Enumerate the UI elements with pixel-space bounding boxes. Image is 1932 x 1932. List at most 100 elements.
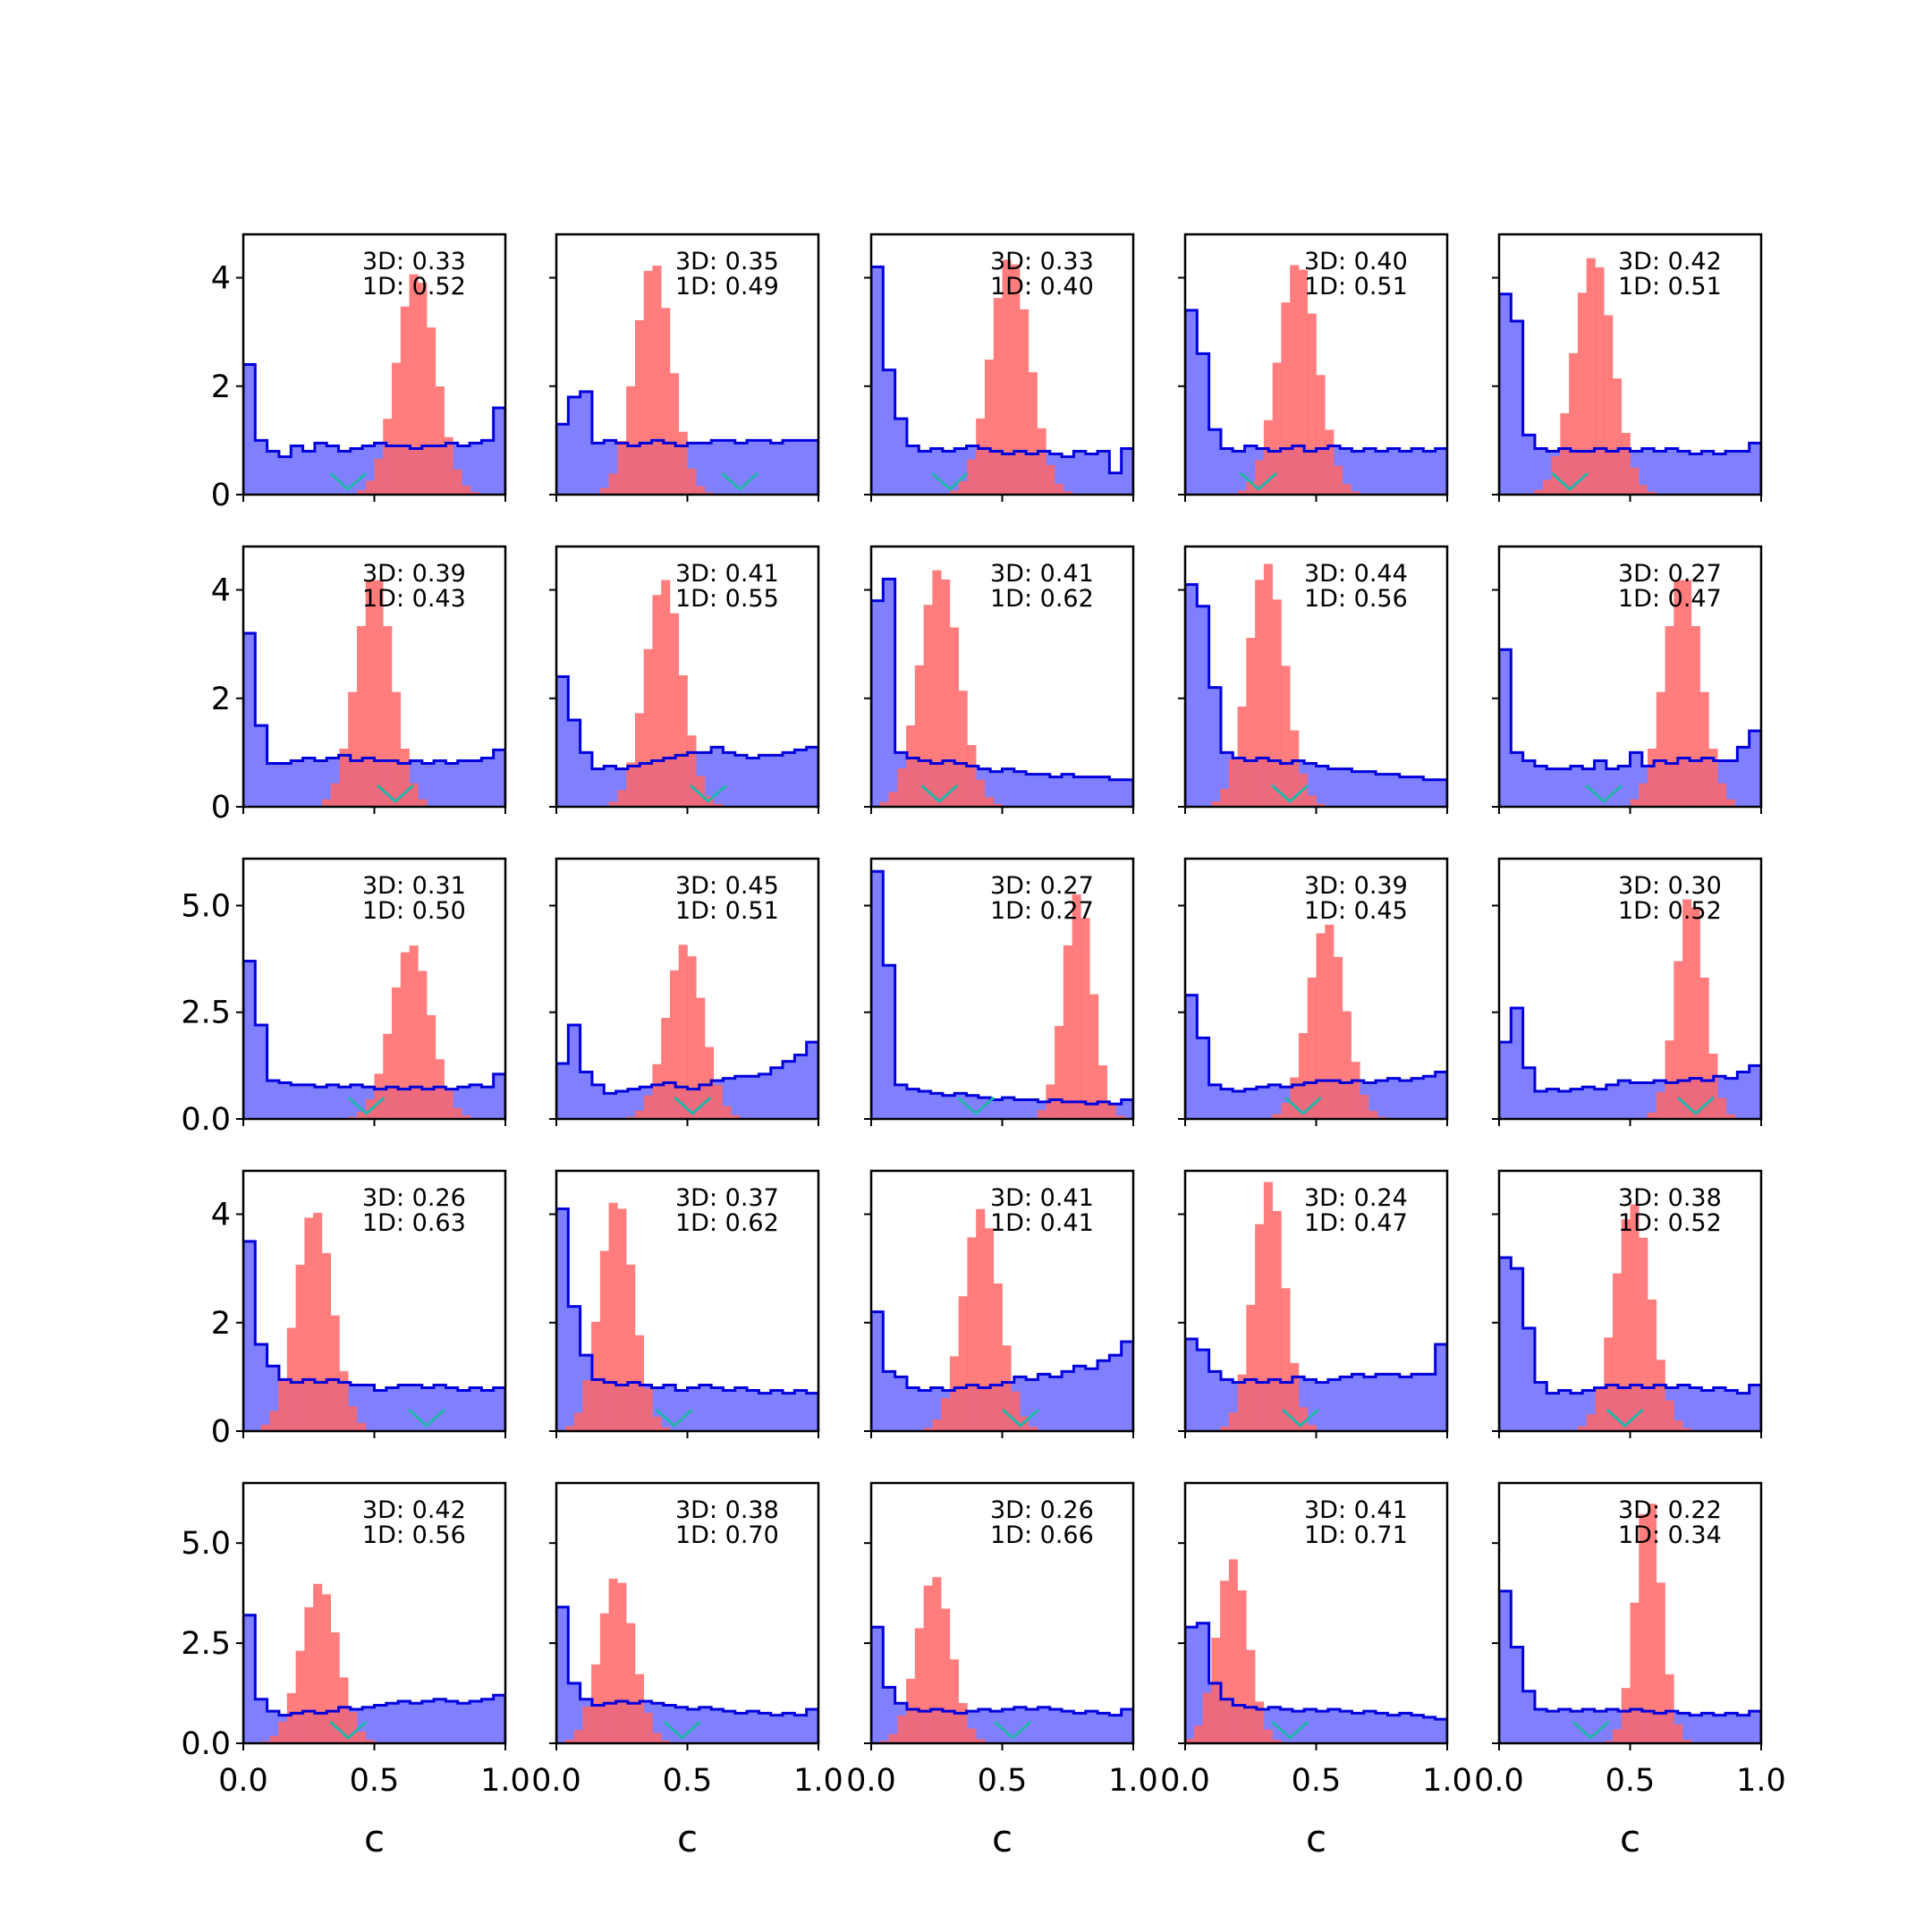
y-tick-label: 2.5 xyxy=(181,996,231,1031)
posterior-bar xyxy=(1298,1407,1309,1431)
stat-3d-label: 3D: 0.22 xyxy=(1618,1496,1722,1524)
posterior-bar xyxy=(1648,1504,1657,1743)
posterior-bar xyxy=(1682,1740,1692,1743)
posterior-bar xyxy=(661,1740,671,1743)
posterior-bar xyxy=(687,956,697,1119)
stat-1d-label: 1D: 0.71 xyxy=(1304,1521,1408,1549)
y-tick-label: 0.0 xyxy=(181,1726,231,1762)
prior-histogram-edge xyxy=(871,1310,1133,1431)
prior-histogram-edge xyxy=(243,1614,505,1743)
y-tick-label: 4 xyxy=(211,261,231,297)
posterior-bar xyxy=(1255,460,1265,495)
posterior-bar xyxy=(608,1578,618,1743)
stat-1d-label: 1D: 0.62 xyxy=(675,1209,779,1237)
posterior-bar xyxy=(1604,1741,1614,1743)
prior-histogram-fill xyxy=(871,1311,1133,1431)
posterior-bar xyxy=(1699,978,1709,1119)
stat-1d-label: 1D: 0.66 xyxy=(990,1521,1094,1549)
true-value-marker xyxy=(1585,784,1623,804)
posterior-bar xyxy=(967,1237,977,1431)
posterior-bar xyxy=(1674,961,1683,1119)
true-value-marker xyxy=(1551,471,1589,492)
posterior-bar xyxy=(1325,429,1335,495)
plot-area xyxy=(871,1577,1133,1743)
posterior-bar xyxy=(591,1664,601,1743)
prior-histogram-edge xyxy=(556,1207,818,1431)
posterior-bar xyxy=(1290,730,1300,807)
x-tick-label: 0.5 xyxy=(1606,1763,1656,1799)
stat-3d-label: 3D: 0.31 xyxy=(362,872,466,900)
prior-histogram-fill xyxy=(556,676,818,807)
posterior-bar xyxy=(897,1715,907,1743)
posterior-bar xyxy=(932,1577,942,1743)
posterior-bar xyxy=(1089,994,1099,1119)
plot-area xyxy=(871,1208,1133,1431)
posterior-bar xyxy=(643,1095,653,1119)
prior-histogram-fill xyxy=(1185,584,1447,807)
stat-3d-label: 3D: 0.37 xyxy=(675,1184,779,1212)
posterior-bar xyxy=(295,1265,305,1431)
posterior-bar xyxy=(1255,1701,1265,1743)
prior-histogram-edge xyxy=(1499,648,1761,807)
posterior-bar xyxy=(1272,1114,1282,1119)
posterior-bar xyxy=(713,803,723,807)
stat-1d-label: 1D: 0.34 xyxy=(1618,1521,1722,1549)
prior-histogram-fill xyxy=(1185,995,1447,1119)
stat-1d-label: 1D: 0.63 xyxy=(362,1209,466,1237)
posterior-bar xyxy=(1648,1299,1657,1431)
prior-histogram-edge xyxy=(243,959,505,1119)
stat-3d-label: 3D: 0.33 xyxy=(990,248,1094,275)
posterior-bar xyxy=(1674,1420,1683,1431)
posterior-bar xyxy=(1690,626,1700,807)
prior-histogram-edge xyxy=(556,390,818,495)
plot-area xyxy=(556,1578,818,1743)
posterior-bar xyxy=(304,1606,314,1743)
posterior-bar xyxy=(608,1202,618,1431)
posterior-bar xyxy=(1717,783,1727,807)
plot-area xyxy=(243,580,505,807)
x-tick-label: 1.0 xyxy=(793,1763,843,1799)
plot-area xyxy=(556,580,818,807)
true-value-marker xyxy=(329,1720,368,1741)
posterior-bar xyxy=(608,473,618,495)
posterior-bar xyxy=(1307,977,1317,1119)
posterior-bar xyxy=(643,1712,653,1743)
posterior-bar xyxy=(1281,302,1291,495)
posterior-bar xyxy=(661,1018,671,1119)
posterior-bar xyxy=(1708,1053,1718,1119)
posterior-bar xyxy=(356,1731,367,1743)
posterior-bar xyxy=(409,783,419,807)
posterior-bar xyxy=(1072,894,1081,1119)
posterior-bar xyxy=(626,1264,636,1431)
stat-1d-label: 1D: 0.43 xyxy=(362,585,466,613)
posterior-bar xyxy=(1263,1729,1273,1743)
posterior-bar xyxy=(1307,313,1317,495)
posterior-bar xyxy=(1063,945,1072,1119)
posterior-bar xyxy=(1063,491,1072,495)
posterior-bar xyxy=(696,997,706,1119)
plot-area xyxy=(1499,258,1761,495)
true-value-marker xyxy=(1606,1408,1644,1428)
posterior-bar xyxy=(1665,626,1674,807)
true-value-marker xyxy=(957,1096,996,1116)
posterior-bar xyxy=(269,1735,279,1743)
stat-1d-label: 1D: 0.41 xyxy=(990,1209,1094,1237)
plot-area xyxy=(1185,564,1447,807)
posterior-bar xyxy=(1037,1110,1046,1119)
posterior-bar xyxy=(1612,378,1623,495)
posterior-bar xyxy=(967,1728,977,1743)
stat-1d-label: 1D: 0.50 xyxy=(362,897,466,925)
prior-histogram-fill xyxy=(871,871,1133,1119)
posterior-bar xyxy=(1674,1724,1683,1743)
posterior-bar xyxy=(383,626,393,807)
posterior-bar xyxy=(696,775,706,807)
posterior-bar xyxy=(1708,748,1718,807)
prior-histogram-fill xyxy=(1499,649,1761,807)
posterior-bar xyxy=(617,1582,627,1743)
posterior-bar xyxy=(897,768,907,807)
plot-area xyxy=(1185,265,1447,495)
